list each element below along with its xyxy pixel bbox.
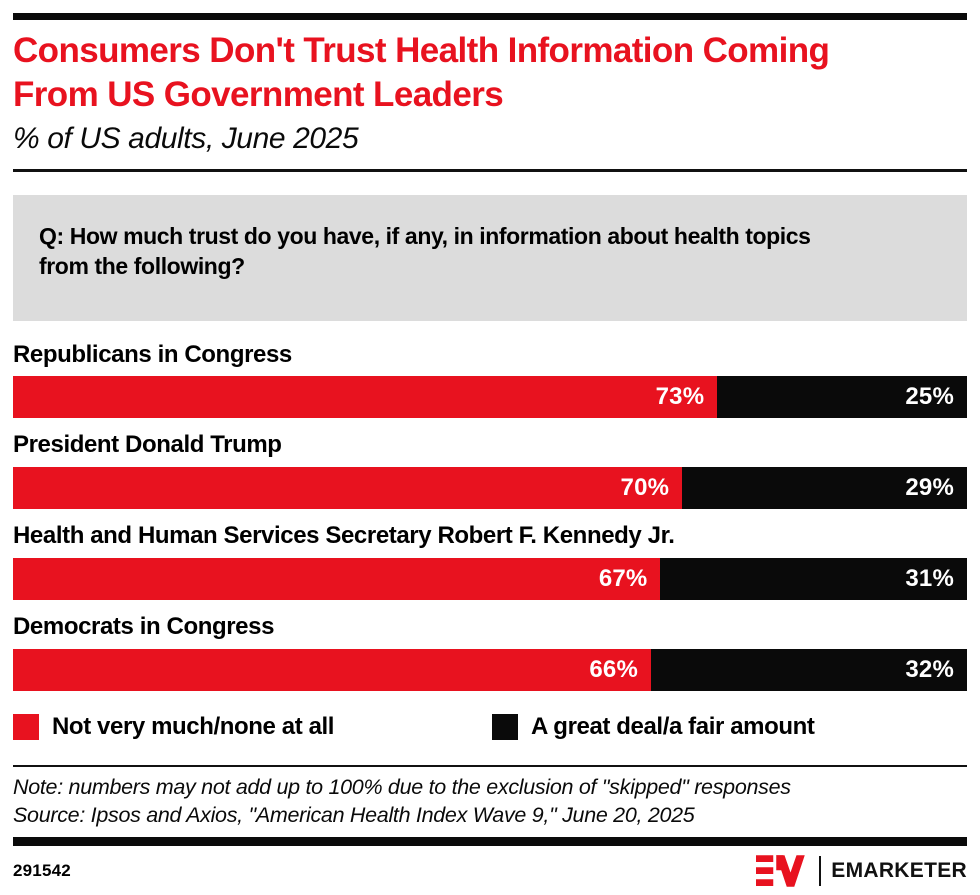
bar-segment-distrust: 70% xyxy=(13,467,683,510)
legend: Not very much/none at all A great deal/a… xyxy=(13,713,967,741)
bar-segment-trust: 25% xyxy=(717,376,967,419)
footer: 291542 EMARKETER xyxy=(13,854,967,888)
legend-swatch-red-icon xyxy=(13,713,39,740)
stacked-bar: 70% 29% xyxy=(13,467,967,510)
bar-category-label: Health and Human Services Secretary Robe… xyxy=(13,522,675,550)
bar-value-label: 70% xyxy=(620,474,670,502)
bar-value-label: 73% xyxy=(655,383,705,411)
question-box: Q: How much trust do you have, if any, i… xyxy=(13,194,967,321)
bar-row: President Donald Trump 70% 29% xyxy=(13,431,967,510)
bar-category-label: Democrats in Congress xyxy=(13,612,275,640)
emarketer-mark-icon xyxy=(756,854,806,887)
bottom-rule xyxy=(13,836,967,846)
bar-row: Republicans in Congress 73% 25% xyxy=(13,341,967,419)
brand-logo: EMARKETER xyxy=(756,854,967,888)
bar-rows: Republicans in Congress 73% 25% President D… xyxy=(13,341,967,691)
bar-value-label: 31% xyxy=(905,564,954,592)
legend-swatch-black-icon xyxy=(492,713,518,740)
header-divider xyxy=(13,168,967,172)
bar-value-label: 32% xyxy=(905,655,954,683)
bar-segment-trust: 31% xyxy=(660,557,967,600)
question-text: Q: How much trust do you have, if any, i… xyxy=(39,222,811,280)
stacked-bar: 73% 25% xyxy=(13,376,967,419)
note-text: Note: numbers may not add up to 100% due… xyxy=(13,774,791,799)
bar-segment-distrust: 73% xyxy=(13,376,718,419)
top-rule xyxy=(13,13,967,20)
brand-wordmark: EMARKETER xyxy=(831,858,967,882)
bar-value-label: 67% xyxy=(598,564,648,592)
chart-subtitle: % of US adults, June 2025 xyxy=(13,121,359,155)
stacked-bar: 67% 31% xyxy=(13,557,967,600)
footnote-divider xyxy=(13,764,967,767)
bar-segment-trust: 32% xyxy=(650,648,967,691)
bar-segment-distrust: 66% xyxy=(13,648,651,691)
legend-label-trust: A great deal/a fair amount xyxy=(531,712,815,740)
bar-value-label: 66% xyxy=(589,655,638,683)
legend-item-distrust: Not very much/none at all xyxy=(13,713,492,741)
stacked-bar: 66% 32% xyxy=(13,648,967,691)
bar-category-label: President Donald Trump xyxy=(13,431,282,459)
chart-id: 291542 xyxy=(13,860,71,880)
bar-value-label: 29% xyxy=(905,474,954,502)
bar-row: Health and Human Services Secretary Robe… xyxy=(13,522,967,600)
bar-segment-distrust: 67% xyxy=(13,557,661,600)
source-text: Source: Ipsos and Axios, "American Healt… xyxy=(13,802,695,827)
bar-value-label: 25% xyxy=(905,383,954,411)
brand-divider xyxy=(819,855,822,886)
notes: Note: numbers may not add up to 100% due… xyxy=(13,774,967,830)
bar-segment-trust: 29% xyxy=(682,467,967,510)
legend-item-trust: A great deal/a fair amount xyxy=(492,712,815,741)
bar-category-label: Republicans in Congress xyxy=(13,340,292,368)
bar-row: Democrats in Congress 66% 32% xyxy=(13,613,967,691)
legend-label-distrust: Not very much/none at all xyxy=(52,712,335,740)
chart-title: Consumers Don't Trust Health Information… xyxy=(13,31,830,114)
